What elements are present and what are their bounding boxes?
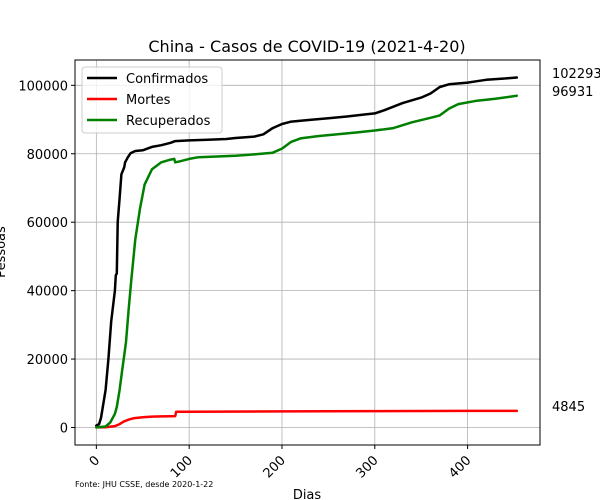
chart-title: China - Casos de COVID-19 (2021-4-20): [148, 37, 465, 56]
y-tick-label: 80000: [27, 148, 68, 163]
series-line-confirmados: [95, 76, 519, 427]
series-line-recuperados: [95, 94, 519, 429]
series-line-mortes: [95, 409, 519, 429]
y-axis-label: Pessoas: [0, 226, 9, 278]
y-tick-label: 100000: [18, 79, 68, 94]
y-tick-label: 40000: [27, 285, 68, 300]
grid-lines: [75, 60, 540, 445]
y-tick-label: 20000: [27, 353, 68, 368]
y-tick-label: 0: [60, 422, 68, 437]
legend-label-recuperados: Recuperados: [126, 114, 211, 129]
end-label-mortes: 4845: [552, 400, 585, 415]
legend: Confirmados Mortes Recuperados: [81, 66, 223, 134]
source-note: Fonte: JHU CSSE, desde 2020-1-22: [75, 480, 213, 489]
end-label-recuperados: 96931: [552, 85, 593, 100]
series-lines: [95, 76, 519, 429]
end-label-confirmados: 102293: [552, 67, 600, 82]
plot-frame: [74, 59, 541, 446]
x-axis-label: Dias: [293, 488, 322, 500]
legend-label-mortes: Mortes: [126, 93, 171, 108]
legend-box: [81, 66, 223, 134]
legend-label-confirmados: Confirmados: [126, 72, 208, 87]
y-tick-label: 60000: [27, 216, 68, 231]
